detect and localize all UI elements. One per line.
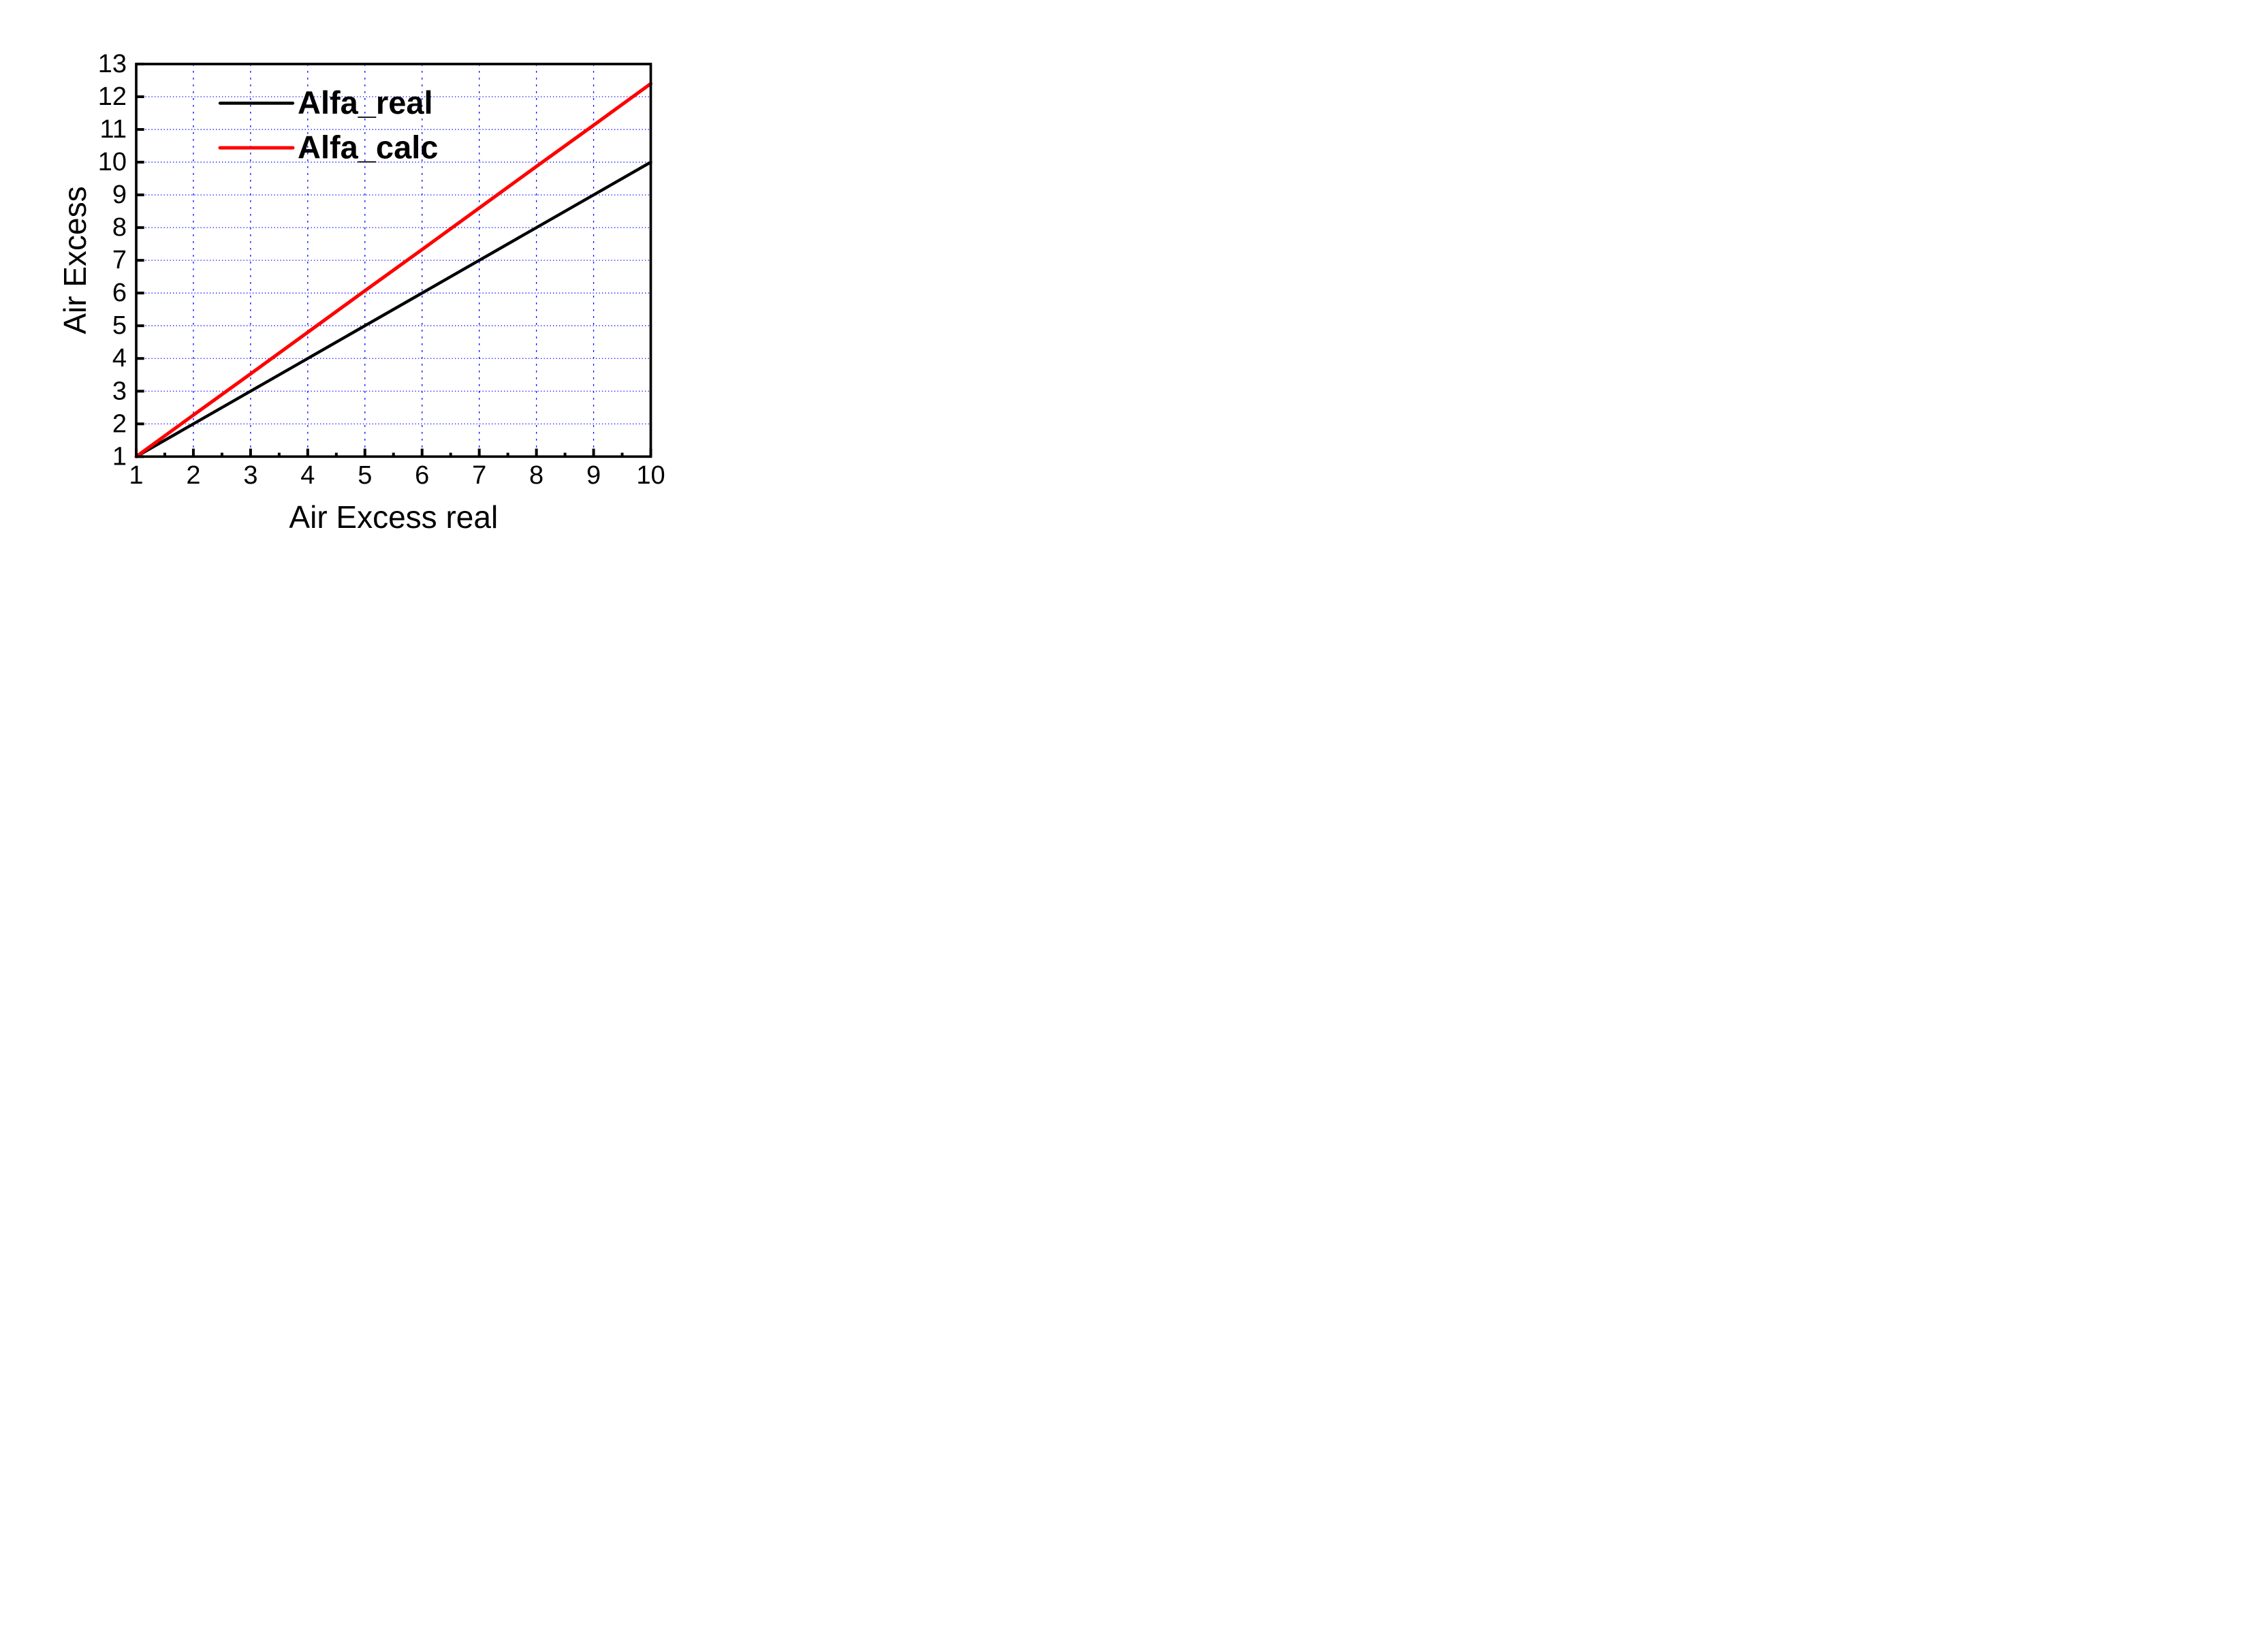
series-line-alfa_calc	[134, 82, 652, 458]
x-tick-label: 2	[186, 461, 200, 490]
air-excess-chart-figure: 1 2 3 4 5 6 7 8 9 10 1 2 3 4 5 6 7 8 9 10 11 12 13 Alfa_real A…	[0, 0, 756, 547]
y-tick-label: 11	[100, 115, 127, 144]
y-tick-label: 2	[112, 409, 127, 438]
axis-ticks	[135, 63, 652, 458]
y-tick-label: 3	[112, 377, 127, 405]
y-tick-label: 13	[98, 50, 127, 78]
x-tick-label: 6	[415, 461, 429, 490]
y-tick-label: 6	[112, 279, 127, 307]
x-tick-label: 7	[472, 461, 486, 490]
x-tick-label: 5	[358, 461, 372, 490]
y-tick-label: 8	[112, 213, 127, 242]
x-axis-title: Air Excess real	[289, 499, 498, 535]
x-tick-label: 1	[129, 461, 143, 490]
y-tick-label: 5	[112, 311, 127, 340]
y-tick-label: 12	[98, 82, 127, 111]
y-axis-title: Air Excess	[57, 186, 93, 334]
x-tick-label: 8	[529, 461, 544, 490]
series-line-alfa_real	[134, 160, 652, 458]
y-tick-label: 4	[112, 344, 127, 373]
x-tick-label: 4	[300, 461, 315, 490]
legend-label-alfa-real: Alfa_real	[298, 84, 433, 121]
x-tick-label: 10	[636, 461, 665, 490]
series-lines	[134, 82, 652, 458]
y-tick-label: 10	[98, 148, 127, 176]
x-tick-label: 9	[586, 461, 601, 490]
y-tick-label: 7	[112, 246, 127, 275]
legend-label-alfa-calc: Alfa_calc	[298, 129, 438, 166]
gridlines	[136, 64, 651, 457]
legend: Alfa_real Alfa_calc	[218, 84, 438, 166]
y-tick-label: 1	[112, 442, 127, 471]
y-tick-label: 9	[112, 181, 127, 209]
x-tick-label: 3	[243, 461, 257, 490]
